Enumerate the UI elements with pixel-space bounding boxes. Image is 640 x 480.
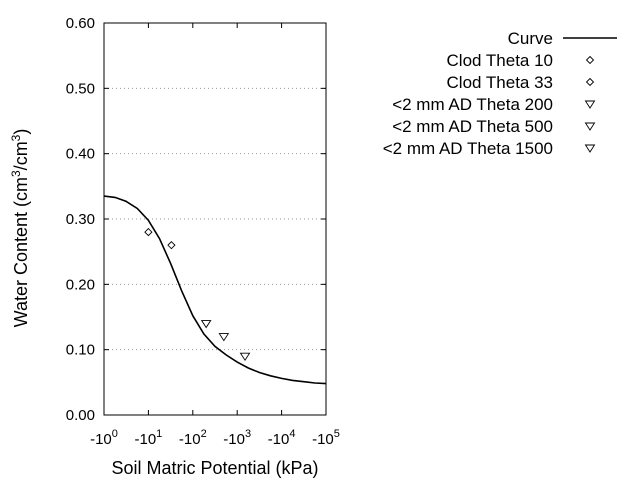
grid-lines <box>104 87 326 351</box>
legend-marker <box>584 100 596 109</box>
legend-marker <box>584 122 596 131</box>
curve-line <box>103 195 327 385</box>
legend-label: Clod Theta 10 <box>447 51 553 70</box>
data-point <box>218 333 230 342</box>
data-point <box>200 320 212 329</box>
legend-label: <2 mm AD Theta 500 <box>392 117 553 136</box>
x-tick-label: -105 <box>312 428 340 448</box>
legend-label: <2 mm AD Theta 200 <box>392 95 553 114</box>
x-tick-labels: -100 -101 -102 -103 -104 -105 <box>90 428 340 448</box>
y-tick-labels: 0.00 0.10 0.20 0.30 0.40 0.50 0.60 <box>66 15 95 424</box>
x-tick-label: -102 <box>179 428 207 448</box>
y-tick-label: 0.50 <box>66 80 95 97</box>
x-tick-label: -104 <box>268 428 296 448</box>
data-point <box>167 240 176 250</box>
legend-label: Curve <box>508 29 553 48</box>
x-axis-title: Soil Matric Potential (kPa) <box>111 458 318 478</box>
data-points <box>144 227 251 362</box>
legend-marker <box>585 77 595 87</box>
y-tick-label: 0.00 <box>66 407 95 424</box>
legend-marker <box>584 144 596 153</box>
x-tick-label: -103 <box>223 428 251 448</box>
y-tick-label: 0.40 <box>66 146 95 163</box>
y-tick-label: 0.60 <box>66 15 95 32</box>
legend-label: <2 mm AD Theta 1500 <box>383 139 553 158</box>
data-point <box>239 352 251 362</box>
data-point <box>144 227 153 237</box>
legend-marker <box>585 55 595 65</box>
y-axis-title: Water Content (cm3/cm3) <box>9 129 31 328</box>
y-tick-label: 0.20 <box>66 276 95 293</box>
x-tick-label: -100 <box>90 428 118 448</box>
axis-ticks <box>103 22 327 416</box>
legend: Curve Clod Theta 10 Clod Theta 33 <2 mm AD … <box>383 29 617 158</box>
y-tick-label: 0.10 <box>66 342 95 359</box>
x-tick-label: -101 <box>134 428 162 448</box>
legend-label: Clod Theta 33 <box>447 73 553 92</box>
y-tick-label: 0.30 <box>66 211 95 228</box>
curve-series <box>103 195 327 385</box>
